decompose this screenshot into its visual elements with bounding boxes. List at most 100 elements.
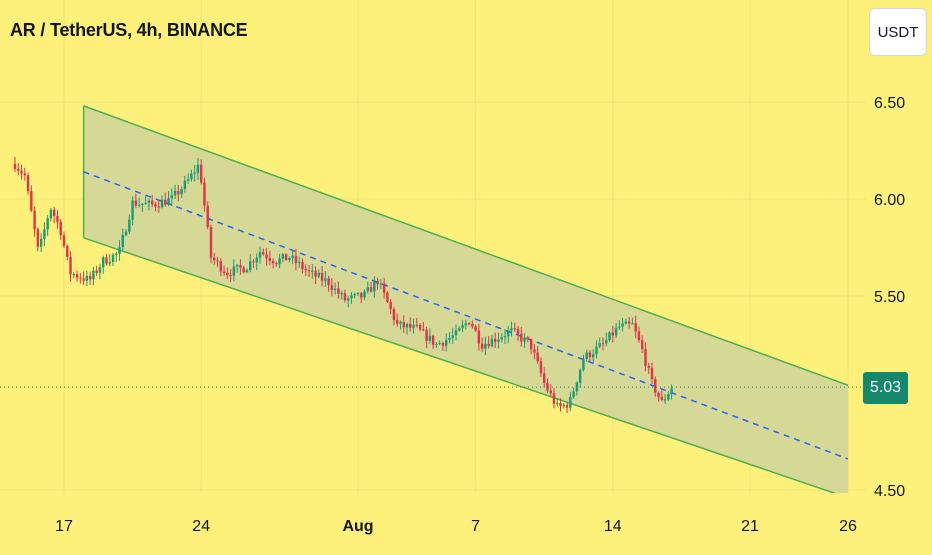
candle-body [347,298,350,301]
candle-body [59,221,62,236]
candle-body [520,333,523,342]
candle-body [144,202,147,204]
candle-body [39,238,43,247]
candle-body [232,266,236,276]
candle-body [660,396,663,400]
candle-body [611,332,614,336]
candle-body [23,173,26,176]
candle-body [216,260,219,262]
candle-body [634,323,637,332]
x-tick-label: Aug [342,518,373,535]
candle-body [186,179,190,181]
candle-body [255,257,258,263]
candle-body [618,326,621,328]
candle-body [605,340,608,344]
candle-body [278,258,281,265]
candle-body [412,324,415,328]
candle-body [386,292,389,302]
candle-body [105,257,108,264]
candle-body [235,265,239,267]
candle-body [141,203,144,205]
candle-body [353,294,356,296]
candle-body [128,219,131,232]
candle-body [219,261,222,272]
candle-body [474,326,477,331]
candle-body [621,323,624,327]
candle-body [471,323,474,327]
last-price-tag: 5.03 [863,372,908,404]
candle-body [431,335,435,345]
candle-body [147,200,151,203]
candle-body [663,399,667,401]
candle-body [546,382,549,391]
candle-body [56,215,59,222]
candle-body [369,287,373,292]
candle-body [229,275,232,277]
candle-body [26,175,30,192]
candle-body [66,245,69,257]
candle-body [196,164,200,173]
candle-body [578,369,582,383]
candle-body [304,269,307,271]
candle-body [30,191,33,211]
candle-body [291,255,294,259]
candle-body [588,352,592,358]
candle-body [340,293,343,295]
candle-body [356,293,360,295]
candle-body [536,352,539,362]
candle-body [242,267,245,273]
candle-body [137,204,141,206]
currency-button[interactable]: USDT [869,8,927,56]
candle-body [435,343,438,345]
candle-body [461,325,464,329]
y-tick-label: 4.50 [874,483,905,500]
candle-body [480,343,484,349]
candle-body [131,200,134,220]
candle-body [503,336,507,338]
candle-body [667,394,670,400]
candle-body [428,335,432,341]
candle-body [425,329,428,341]
candle-body [317,272,320,277]
candle-body [111,254,115,262]
candle-body [92,270,95,280]
candle-body [134,200,138,206]
candle-body [451,335,454,338]
x-tick-label: 14 [604,518,622,535]
candle-body [467,323,471,325]
candle-body [494,338,497,342]
candle-body [108,261,111,264]
candle-body [311,270,314,272]
candle-body [637,331,641,341]
x-tick-label: 26 [839,518,857,535]
candle-body [363,291,366,298]
candle-body [203,182,206,206]
candle-body [206,205,209,228]
candle-body [252,261,255,263]
candle-body [62,235,66,246]
candle-body [477,330,481,344]
candle-body [17,168,20,171]
candle-body [327,278,330,286]
candle-body [627,321,631,324]
candle-body [569,396,572,408]
candle-body [448,337,451,340]
candle-body [121,234,124,248]
candle-body [373,281,376,292]
candle-body [516,329,520,334]
candle-body [392,309,396,321]
candle-body [262,252,265,255]
candle-body [624,321,628,324]
candle-body [572,391,575,397]
chart-title: AR / TetherUS, 4h, BINANCE [10,20,248,40]
candle-body [222,271,226,274]
candle-body [366,287,369,292]
candle-body [239,265,242,268]
candle-body [350,295,353,299]
candle-body [585,352,588,360]
candle-body [389,301,392,310]
candle-body [641,340,644,350]
candle-body [268,258,271,261]
